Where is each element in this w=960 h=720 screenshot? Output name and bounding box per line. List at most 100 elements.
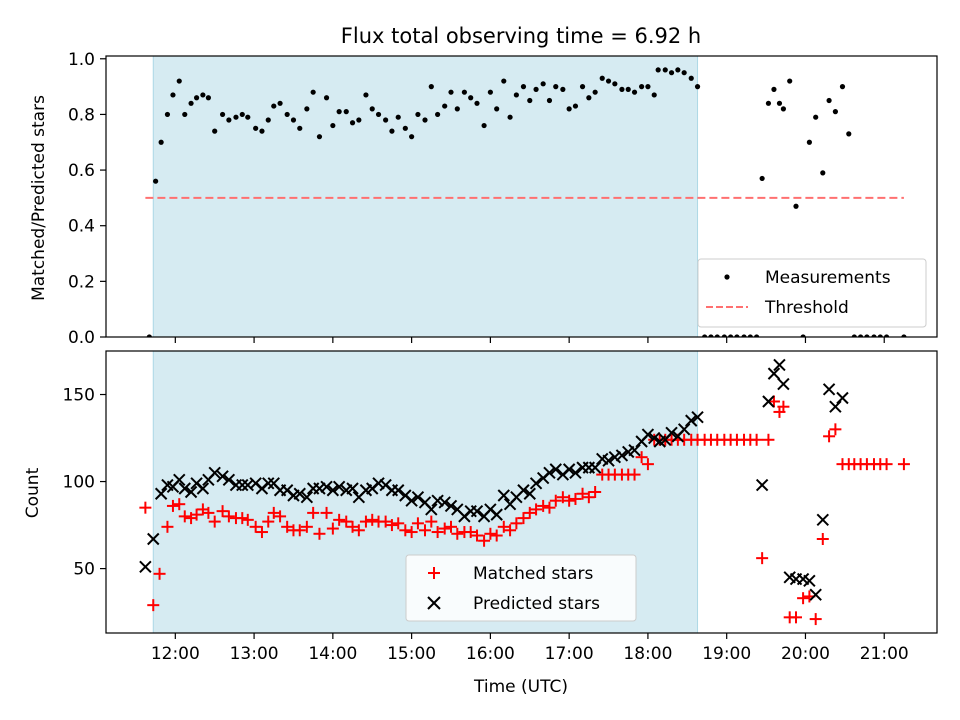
data-point	[816, 533, 829, 545]
data-point	[262, 477, 275, 490]
data-point	[517, 484, 530, 497]
data-point	[494, 106, 500, 112]
data-point	[755, 478, 769, 492]
data-point	[222, 510, 235, 523]
data-point	[290, 117, 297, 123]
data-point	[880, 458, 893, 471]
data-point	[546, 97, 553, 104]
data-point	[405, 526, 418, 539]
data-point	[776, 100, 783, 106]
data-point	[470, 504, 484, 518]
data-point	[293, 487, 306, 500]
data-point	[176, 78, 182, 84]
data-point	[444, 499, 458, 513]
data-point	[395, 114, 401, 120]
data-point	[236, 478, 249, 492]
data-point	[205, 95, 211, 101]
ratio-panel: Flux total observing time = 6.92 h Match…	[29, 24, 701, 301]
data-point	[226, 117, 232, 123]
data-point	[579, 84, 586, 90]
data-point	[202, 506, 215, 519]
data-point	[316, 134, 323, 140]
data-point	[208, 466, 221, 480]
data-point	[793, 203, 799, 209]
data-point	[153, 567, 166, 580]
data-point	[359, 515, 372, 528]
x-tick-label: 19:00	[702, 644, 751, 664]
data-point	[846, 131, 852, 137]
y-tick-label: 50	[73, 560, 95, 580]
data-point	[431, 494, 444, 507]
data-point	[222, 473, 236, 487]
data-point	[605, 78, 612, 84]
data-point	[857, 334, 864, 337]
data-point	[826, 97, 832, 104]
data-point	[379, 515, 392, 528]
data-point	[628, 444, 641, 457]
axes-frame-1	[105, 350, 938, 634]
data-point	[602, 454, 615, 467]
data-point	[599, 75, 605, 81]
data-point	[147, 599, 160, 612]
data-point	[645, 84, 651, 90]
data-point	[566, 106, 572, 112]
data-point	[688, 75, 694, 81]
data-point	[553, 84, 559, 90]
data-point	[233, 114, 239, 120]
x-tick-label: 21:00	[860, 644, 909, 664]
data-point	[470, 529, 483, 542]
data-point	[615, 449, 629, 462]
data-point	[178, 510, 191, 523]
x-tick-label: 16:00	[466, 644, 515, 664]
data-point	[685, 414, 698, 427]
data-point	[366, 513, 379, 526]
data-point	[216, 505, 229, 518]
data-point	[147, 532, 160, 546]
data-point	[540, 81, 546, 87]
legend-top: Measurements Threshold	[697, 258, 927, 328]
data-point	[691, 410, 704, 424]
data-point	[216, 470, 229, 483]
data-point	[293, 524, 306, 537]
data-point	[771, 86, 777, 92]
y-tick-label: 1.0	[68, 50, 95, 70]
data-point	[728, 334, 734, 337]
data-point	[747, 334, 753, 337]
data-point	[249, 520, 262, 533]
series-predicted-stars	[139, 358, 849, 601]
data-point	[173, 498, 186, 511]
data-point	[363, 92, 369, 98]
data-point	[454, 106, 460, 112]
data-point	[588, 461, 602, 474]
data-point	[533, 86, 539, 92]
data-point	[184, 485, 198, 499]
data-point	[431, 526, 444, 539]
data-point	[161, 520, 174, 533]
data-point	[839, 84, 846, 90]
data-point	[816, 513, 829, 527]
data-point	[543, 501, 556, 514]
data-point	[445, 520, 458, 533]
data-point	[259, 128, 265, 134]
data-point	[385, 519, 398, 532]
data-point	[809, 613, 822, 626]
legend-marker-matched	[428, 567, 440, 579]
data-point	[813, 114, 819, 120]
data-point	[822, 383, 836, 396]
data-point	[411, 491, 425, 504]
data-point	[139, 501, 152, 514]
legend-label-predicted: Predicted stars	[473, 594, 600, 614]
count-panel: Time (UTC) Count	[23, 467, 568, 697]
observing-window-band	[152, 56, 699, 337]
data-point	[330, 122, 336, 129]
data-point	[750, 433, 763, 446]
data-point	[780, 106, 787, 112]
x-tick-label: 18:00	[623, 644, 672, 664]
data-point	[313, 527, 326, 540]
data-point	[517, 512, 530, 525]
data-point	[800, 334, 806, 337]
data-point	[702, 334, 708, 337]
data-point	[589, 486, 602, 498]
data-point	[829, 423, 842, 436]
chart-title: Flux total observing time = 6.92 h	[341, 24, 701, 48]
